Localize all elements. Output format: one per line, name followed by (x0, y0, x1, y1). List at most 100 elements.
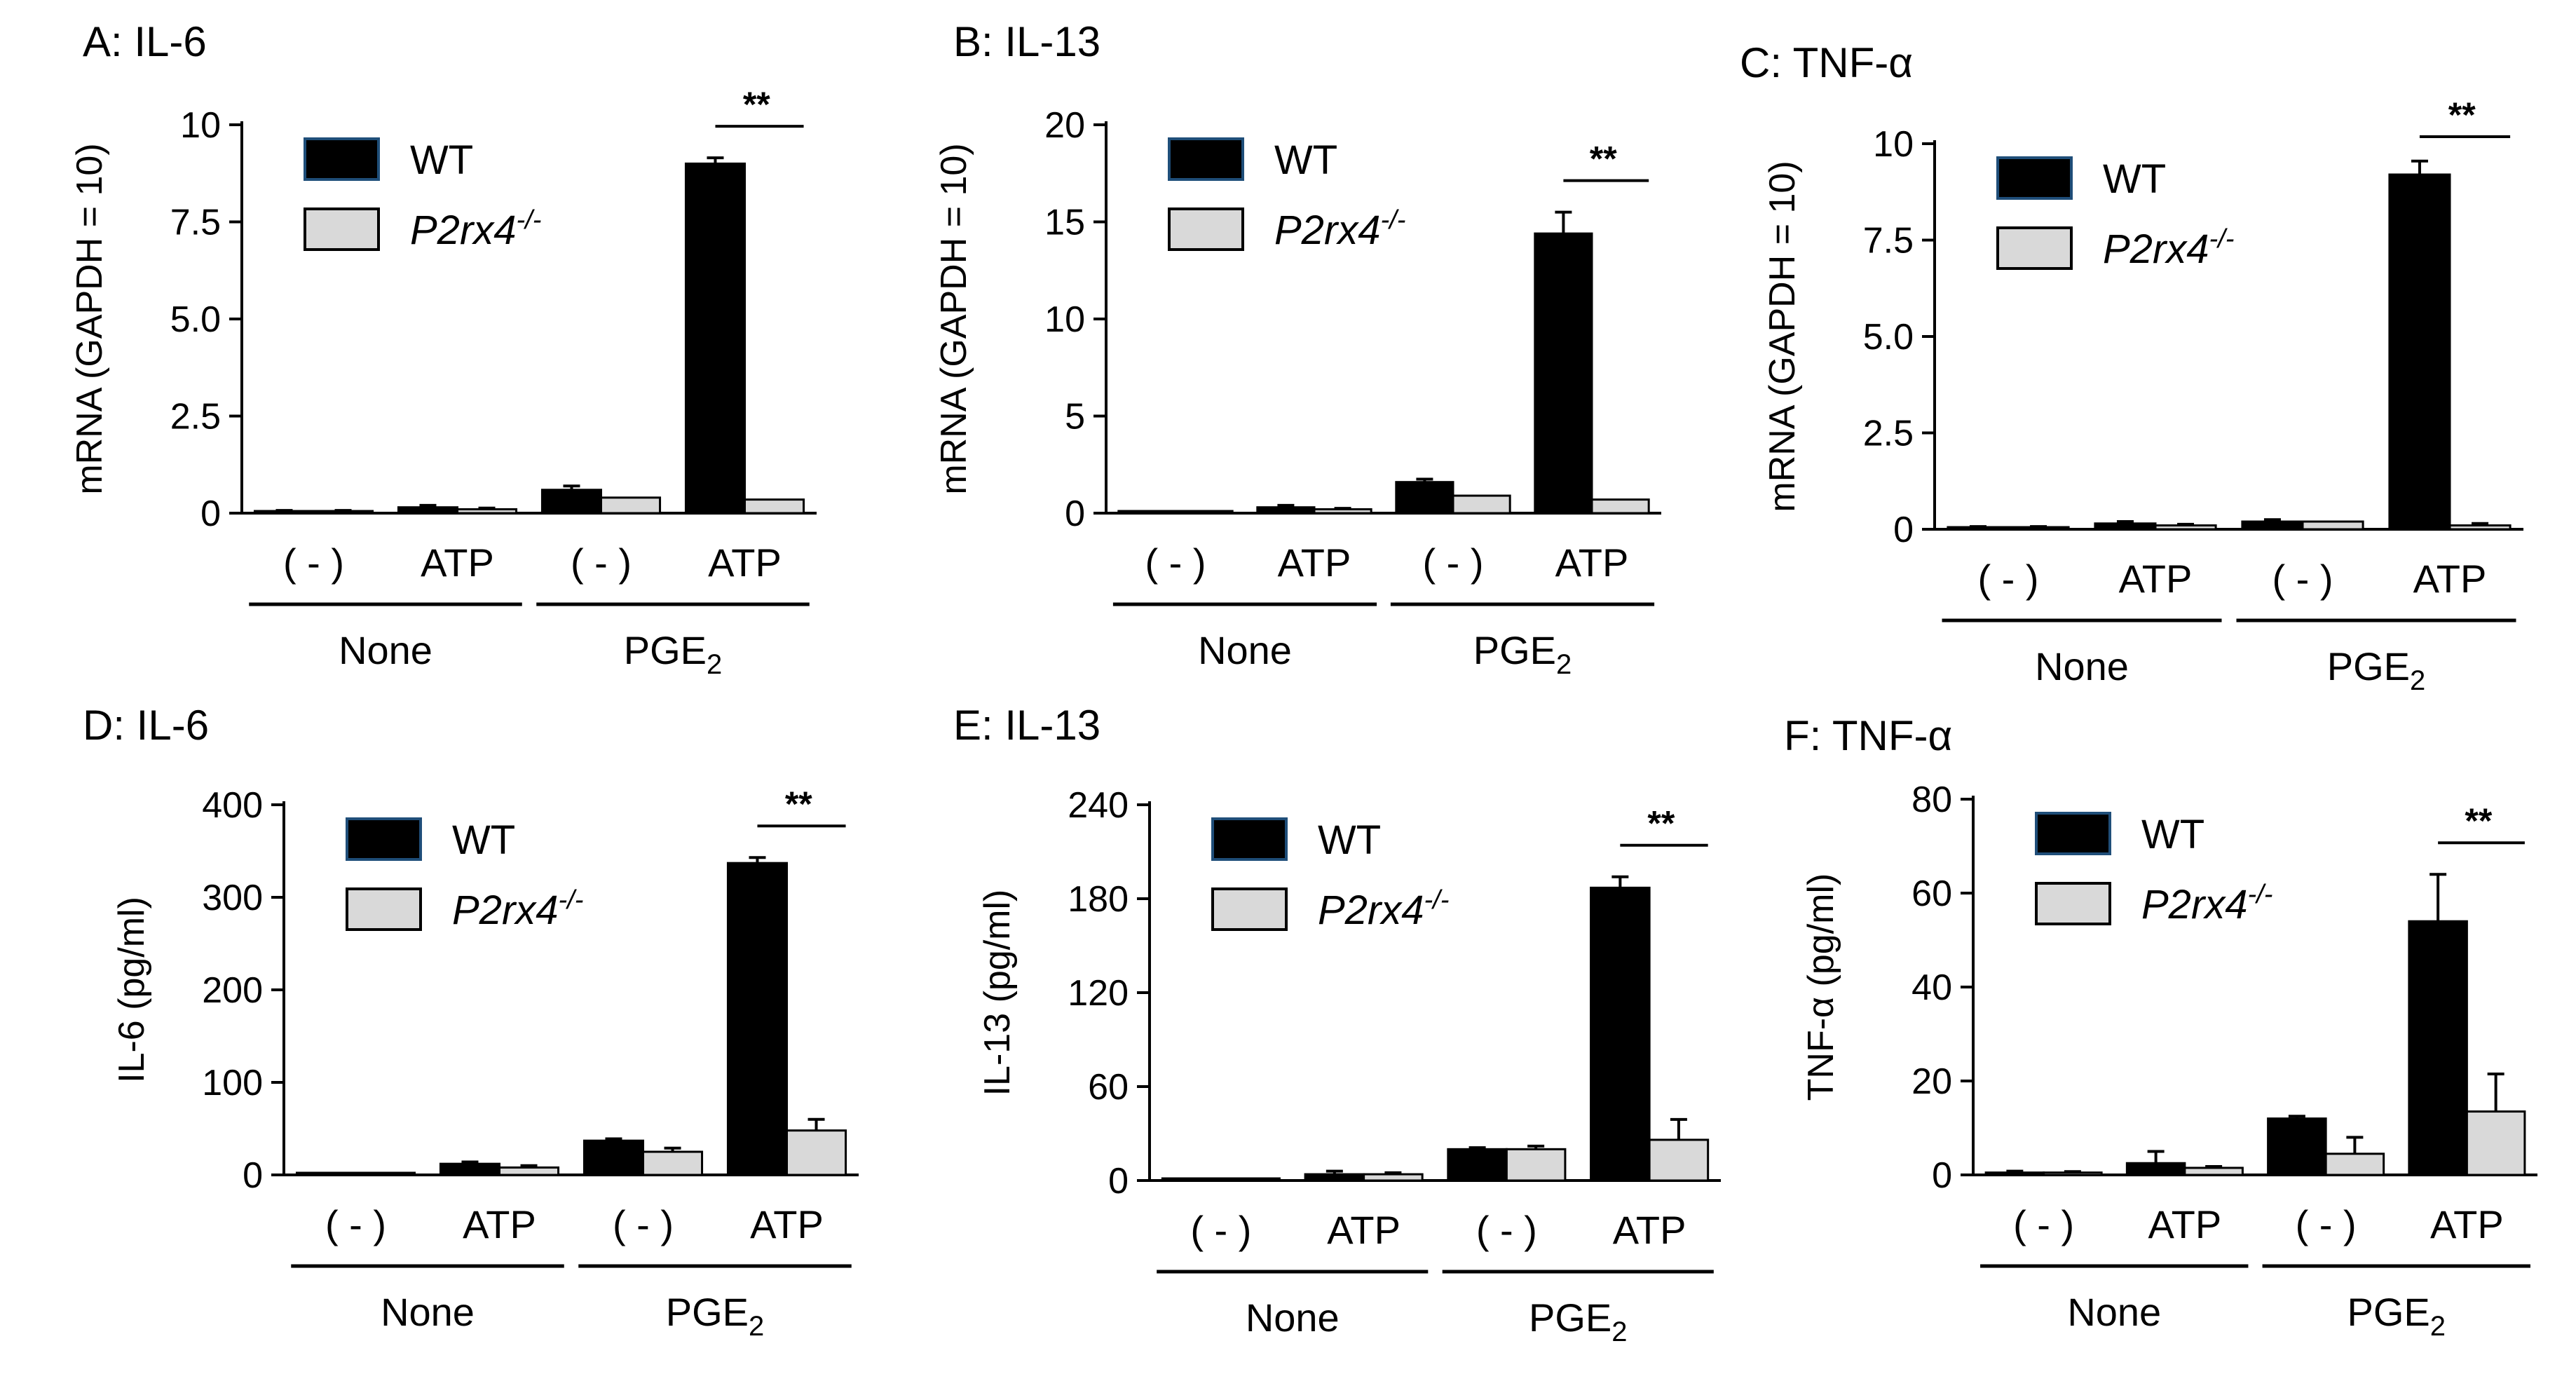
chart-panel-1: A: IL-6 0 2.5 5.0 7.5 10 mRNA (GAPDH = 10) ( - … (69, 18, 817, 680)
y-tick-label: 40 (1911, 967, 1952, 1008)
condition-label: ( - ) (1190, 1208, 1251, 1252)
condition-label: ATP (1278, 540, 1351, 585)
y-tick-label: 20 (1044, 105, 1085, 146)
condition-label: ATP (2430, 1202, 2504, 1246)
y-axis-label: mRNA (GAPDH = 10) (1762, 161, 1803, 512)
y-tick-label: 7.5 (170, 203, 221, 243)
pge-subscript: 2 (2430, 1311, 2446, 1342)
bar-wt (2125, 1162, 2186, 1176)
y-tick-label: 10 (180, 105, 221, 146)
condition-label: ATP (2413, 557, 2487, 601)
bar-ko (1313, 508, 1372, 515)
group-label-none: None (2067, 1290, 2161, 1334)
chart-panel-3: C: TNF-α 0 2.5 5.0 7.5 10 mRNA (GAPDH = 10) ( -… (1740, 39, 2523, 696)
group-label-pge2: PGE2 (1529, 1295, 1628, 1347)
bar-wt (2408, 920, 2468, 1176)
pge-base: PGE (666, 1290, 749, 1334)
legend-label-ko: P2rx4-/- (2141, 880, 2272, 927)
y-tick-label: 0 (243, 1155, 263, 1196)
bar-wt (1304, 1173, 1365, 1182)
chart-panel-2: B: IL-13 0 5 10 15 20 mRNA (GAPDH = 10) ( - ) AT… (934, 18, 1661, 680)
significance-label: ** (1590, 140, 1617, 179)
group-label-none: None (1246, 1295, 1340, 1340)
condition-label: ( - ) (2013, 1202, 2074, 1246)
pge-subscript: 2 (2410, 665, 2425, 696)
group-label-pge2: PGE2 (2327, 644, 2426, 696)
y-tick-label: 5 (1065, 397, 1085, 437)
legend-swatch-wt (2035, 812, 2111, 855)
legend-swatch-ko (2035, 882, 2111, 925)
legend-ko-base: P2rx4 (452, 887, 559, 933)
bar-ko (1648, 1138, 1710, 1182)
bar-ko (2324, 1152, 2385, 1176)
legend-label-wt: WT (1318, 817, 1381, 863)
bar-ko (1452, 494, 1511, 515)
condition-label: ATP (1327, 1208, 1401, 1252)
pge-base: PGE (1529, 1295, 1611, 1340)
y-tick-label: 60 (1088, 1067, 1129, 1108)
bar-ko (1590, 498, 1650, 515)
legend-ko-base: P2rx4 (2103, 226, 2209, 272)
pge-base: PGE (624, 628, 707, 672)
bar-ko (355, 1171, 416, 1176)
legend-ko-base: P2rx4 (1274, 208, 1381, 253)
y-tick-label: 300 (202, 878, 263, 918)
bar-wt (2094, 522, 2157, 531)
legend-ko-superscript: -/- (2248, 880, 2273, 909)
bar-ko (600, 496, 662, 515)
pge-base: PGE (1473, 628, 1556, 672)
legend-label-wt: WT (1274, 137, 1337, 183)
bar-wt (397, 506, 459, 515)
significance-label: ** (743, 85, 770, 124)
legend-ko-superscript: -/- (517, 205, 542, 235)
condition-label: ( - ) (1476, 1208, 1537, 1252)
chart-panel-6: F: TNF-α 0 20 40 60 80 TNF-α (pg/ml) ( - ) ATP ( … (1784, 712, 2537, 1342)
group-label-pge2: PGE2 (666, 1290, 765, 1342)
legend-label-ko: P2rx4-/- (410, 205, 541, 253)
panel-title: A: IL-6 (83, 18, 207, 65)
legend-label-wt: WT (2103, 156, 2166, 202)
y-tick-label: 0 (1108, 1161, 1129, 1202)
condition-label: ( - ) (283, 540, 344, 585)
bar-wt (1117, 510, 1177, 515)
legend-ko-base: P2rx4 (2141, 882, 2248, 927)
y-tick-label: 20 (1911, 1061, 1952, 1102)
y-tick-label: 0 (1932, 1155, 1952, 1196)
y-tick-label: 100 (202, 1063, 263, 1103)
condition-label: ( - ) (1977, 557, 2038, 601)
y-tick-label: 400 (202, 785, 263, 826)
bar-wt (540, 489, 603, 515)
y-tick-label: 0 (1065, 494, 1085, 534)
y-tick-label: 0 (200, 494, 221, 534)
bar-ko (1363, 1173, 1424, 1182)
group-label-none: None (381, 1290, 475, 1334)
bar-wt (1534, 232, 1593, 515)
y-tick-label: 2.5 (1863, 414, 1914, 454)
condition-label: ATP (708, 540, 782, 585)
legend-ko-superscript: -/- (1424, 885, 1450, 915)
y-tick-label: 10 (1044, 299, 1085, 340)
bar-wt (2241, 520, 2304, 531)
y-tick-label: 0 (1893, 510, 1914, 550)
group-label-none: None (2035, 644, 2129, 688)
condition-label: ( - ) (2296, 1202, 2357, 1246)
legend-label-ko: P2rx4-/- (1318, 885, 1449, 933)
legend-ko-superscript: -/- (1381, 205, 1406, 235)
bar-ko (498, 1166, 560, 1176)
pge-subscript: 2 (749, 1311, 764, 1342)
bar-wt (1984, 1171, 2045, 1176)
group-label-pge2: PGE2 (2347, 1290, 2446, 1342)
legend-swatch-wt (304, 137, 380, 181)
legend-label-ko: P2rx4-/- (452, 885, 583, 933)
y-tick-label: 240 (1068, 785, 1129, 826)
legend-swatch-ko (1168, 208, 1244, 251)
panel-title: E: IL-13 (953, 702, 1100, 749)
bar-wt (2267, 1117, 2327, 1176)
bar-ko (2465, 1110, 2526, 1176)
bar-ko (456, 508, 518, 515)
y-tick-label: 7.5 (1863, 221, 1914, 261)
condition-label: ( - ) (325, 1202, 386, 1246)
condition-label: ATP (750, 1202, 824, 1246)
bar-ko (1505, 1148, 1567, 1182)
bar-wt (295, 1171, 357, 1176)
